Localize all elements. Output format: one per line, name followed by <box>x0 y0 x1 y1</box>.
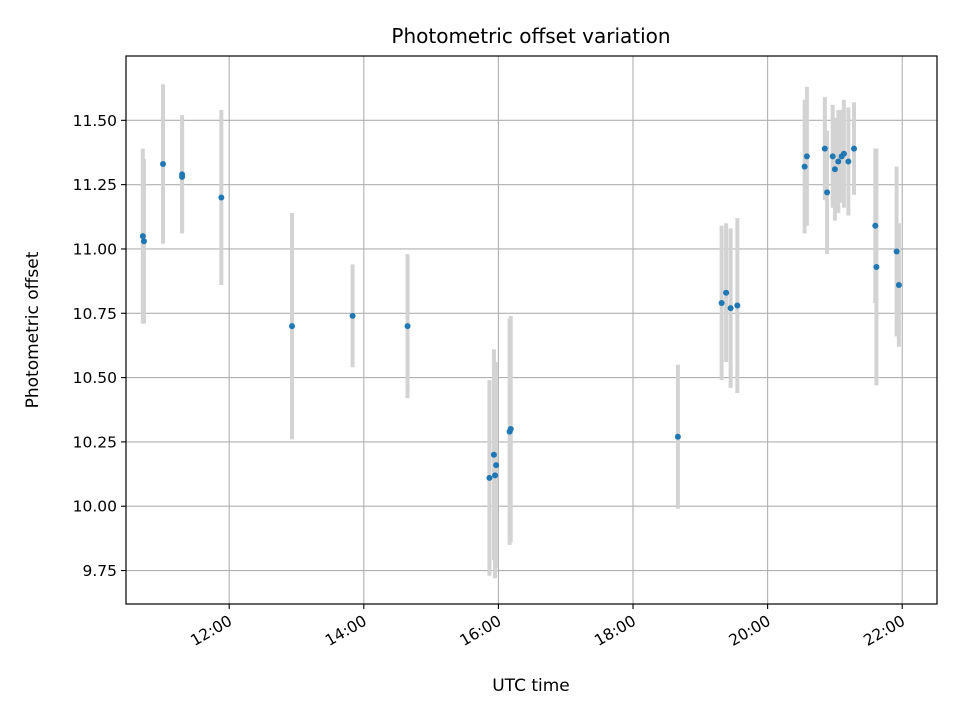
y-tick-label: 10.50 <box>73 369 117 387</box>
data-point <box>895 281 902 288</box>
chart-title: Photometric offset variation <box>391 24 670 48</box>
y-tick-label: 11.00 <box>73 240 117 258</box>
grid-layer <box>126 56 937 604</box>
data-point <box>492 472 499 479</box>
data-point <box>845 158 852 165</box>
data-point <box>289 323 296 330</box>
data-point <box>824 189 831 196</box>
data-point <box>840 150 847 157</box>
data-point <box>139 233 146 240</box>
plot-area-frame <box>125 55 938 605</box>
data-point <box>872 222 879 229</box>
data-point <box>160 161 167 168</box>
x-axis-label: UTC time <box>492 676 570 696</box>
data-point <box>727 305 734 312</box>
data-point <box>349 312 356 319</box>
data-point <box>493 462 500 469</box>
data-point <box>831 166 838 173</box>
data-point <box>873 263 880 270</box>
y-tick-label: 10.00 <box>73 498 117 516</box>
y-tick-label: 11.50 <box>73 112 117 130</box>
data-point <box>674 433 681 440</box>
y-axis-label: Photometric offset <box>23 251 43 408</box>
data-point <box>801 163 808 170</box>
data-point <box>734 302 741 309</box>
data-point <box>850 145 857 152</box>
data-point <box>835 158 842 165</box>
data-point <box>821 145 828 152</box>
data-point <box>803 153 810 160</box>
data-point <box>507 426 514 433</box>
data-point <box>829 153 836 160</box>
data-point <box>718 299 725 306</box>
y-tick-label: 10.25 <box>73 433 117 451</box>
data-point <box>140 238 147 245</box>
data-point <box>404 323 411 330</box>
data-point <box>490 451 497 458</box>
data-point <box>179 173 186 180</box>
y-tick-label: 9.75 <box>82 562 117 580</box>
data-point <box>486 474 493 481</box>
data-point <box>723 289 730 296</box>
marker-layer <box>139 145 902 481</box>
y-tick-label: 10.75 <box>73 305 117 323</box>
y-tick-label: 11.25 <box>73 176 117 194</box>
data-point <box>218 194 225 201</box>
data-point <box>893 248 900 255</box>
